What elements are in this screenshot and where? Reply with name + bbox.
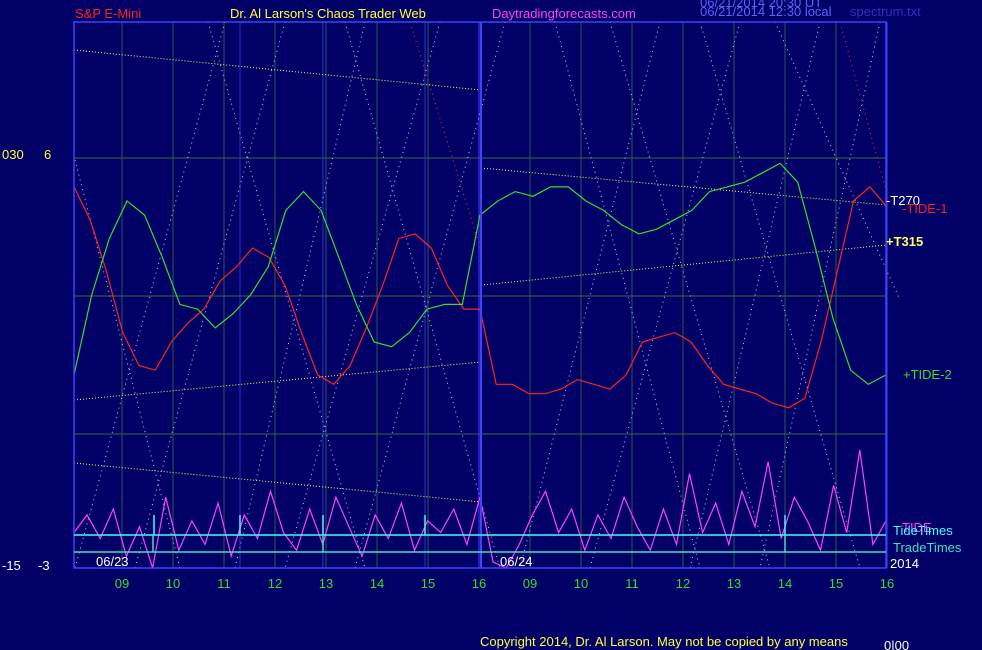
x-tick-label: 15 xyxy=(829,576,843,591)
x-tick-label: 09 xyxy=(115,576,129,591)
site-title: Dr. Al Larson's Chaos Trader Web xyxy=(230,6,426,21)
x-tick-label: 15 xyxy=(421,576,435,591)
x-tick-label: 09 xyxy=(523,576,537,591)
channel-lines xyxy=(73,49,887,503)
x-tick-label: 14 xyxy=(370,576,384,591)
x-tick-label: 16 xyxy=(472,576,486,591)
label-trade-times: TradeTimes xyxy=(893,540,962,555)
x-tick-label: 14 xyxy=(778,576,792,591)
tide-time-spikes xyxy=(152,515,786,552)
dotted-cross-line xyxy=(759,21,881,569)
channel-line xyxy=(73,462,482,503)
x-tick-label: 12 xyxy=(268,576,282,591)
timestamp-local: 06/21/2014 12:30 local xyxy=(700,4,832,19)
x-tick-label: 16 xyxy=(880,576,894,591)
channel-line xyxy=(480,244,887,286)
red-dotted-line xyxy=(839,21,887,191)
x-tick-label: 10 xyxy=(166,576,180,591)
channel-line xyxy=(73,49,482,91)
channel-line xyxy=(73,361,482,401)
chart-grid xyxy=(74,22,888,568)
x-tick-label: 13 xyxy=(319,576,333,591)
x-tick-label: 11 xyxy=(625,576,639,591)
scale-right-bottom: -3 xyxy=(38,558,50,573)
scale-left-top: 030 xyxy=(2,147,24,162)
corner-mark: 0|00 xyxy=(884,638,909,650)
scale-right-top: 6 xyxy=(44,147,51,162)
label-t315: +T315 xyxy=(886,234,923,249)
file-name: spectrum.txt xyxy=(850,4,921,19)
x-tick-label: 10 xyxy=(574,576,588,591)
x-tick-label: 12 xyxy=(676,576,690,591)
date-label-2: 06/24 xyxy=(500,554,533,569)
label-t270: -T270 xyxy=(886,193,920,208)
timestamp-ut: 06/21/2014 20:30 UT xyxy=(700,0,822,10)
x-tick-label: 13 xyxy=(727,576,741,591)
date-label-1: 06/23 xyxy=(96,554,129,569)
label-tide-times: TideTimes xyxy=(893,523,953,538)
dotted-cross-line xyxy=(774,21,901,301)
copyright: Copyright 2014, Dr. Al Larson. May not b… xyxy=(480,634,848,649)
x-tick-label: 11 xyxy=(217,576,231,591)
dotted-cross-line xyxy=(689,21,821,569)
symbol-label: S&P E-Mini xyxy=(75,6,141,21)
x-tick-labels: 09 10 11 12 13 14 15 16 09 10 11 12 13 14 15 16 xyxy=(115,576,894,591)
scale-left-bottom: -15 xyxy=(2,558,21,573)
label-tide: TIDE xyxy=(902,520,932,535)
dotted-cross-line xyxy=(554,21,701,569)
dotted-cross-line xyxy=(234,21,366,569)
label-tide2: +TIDE-2 xyxy=(903,367,952,382)
year-label: 2014 xyxy=(890,556,919,571)
label-tide1: -TIDE-1 xyxy=(902,201,948,216)
site-url: Daytradingforecasts.com xyxy=(492,6,636,21)
